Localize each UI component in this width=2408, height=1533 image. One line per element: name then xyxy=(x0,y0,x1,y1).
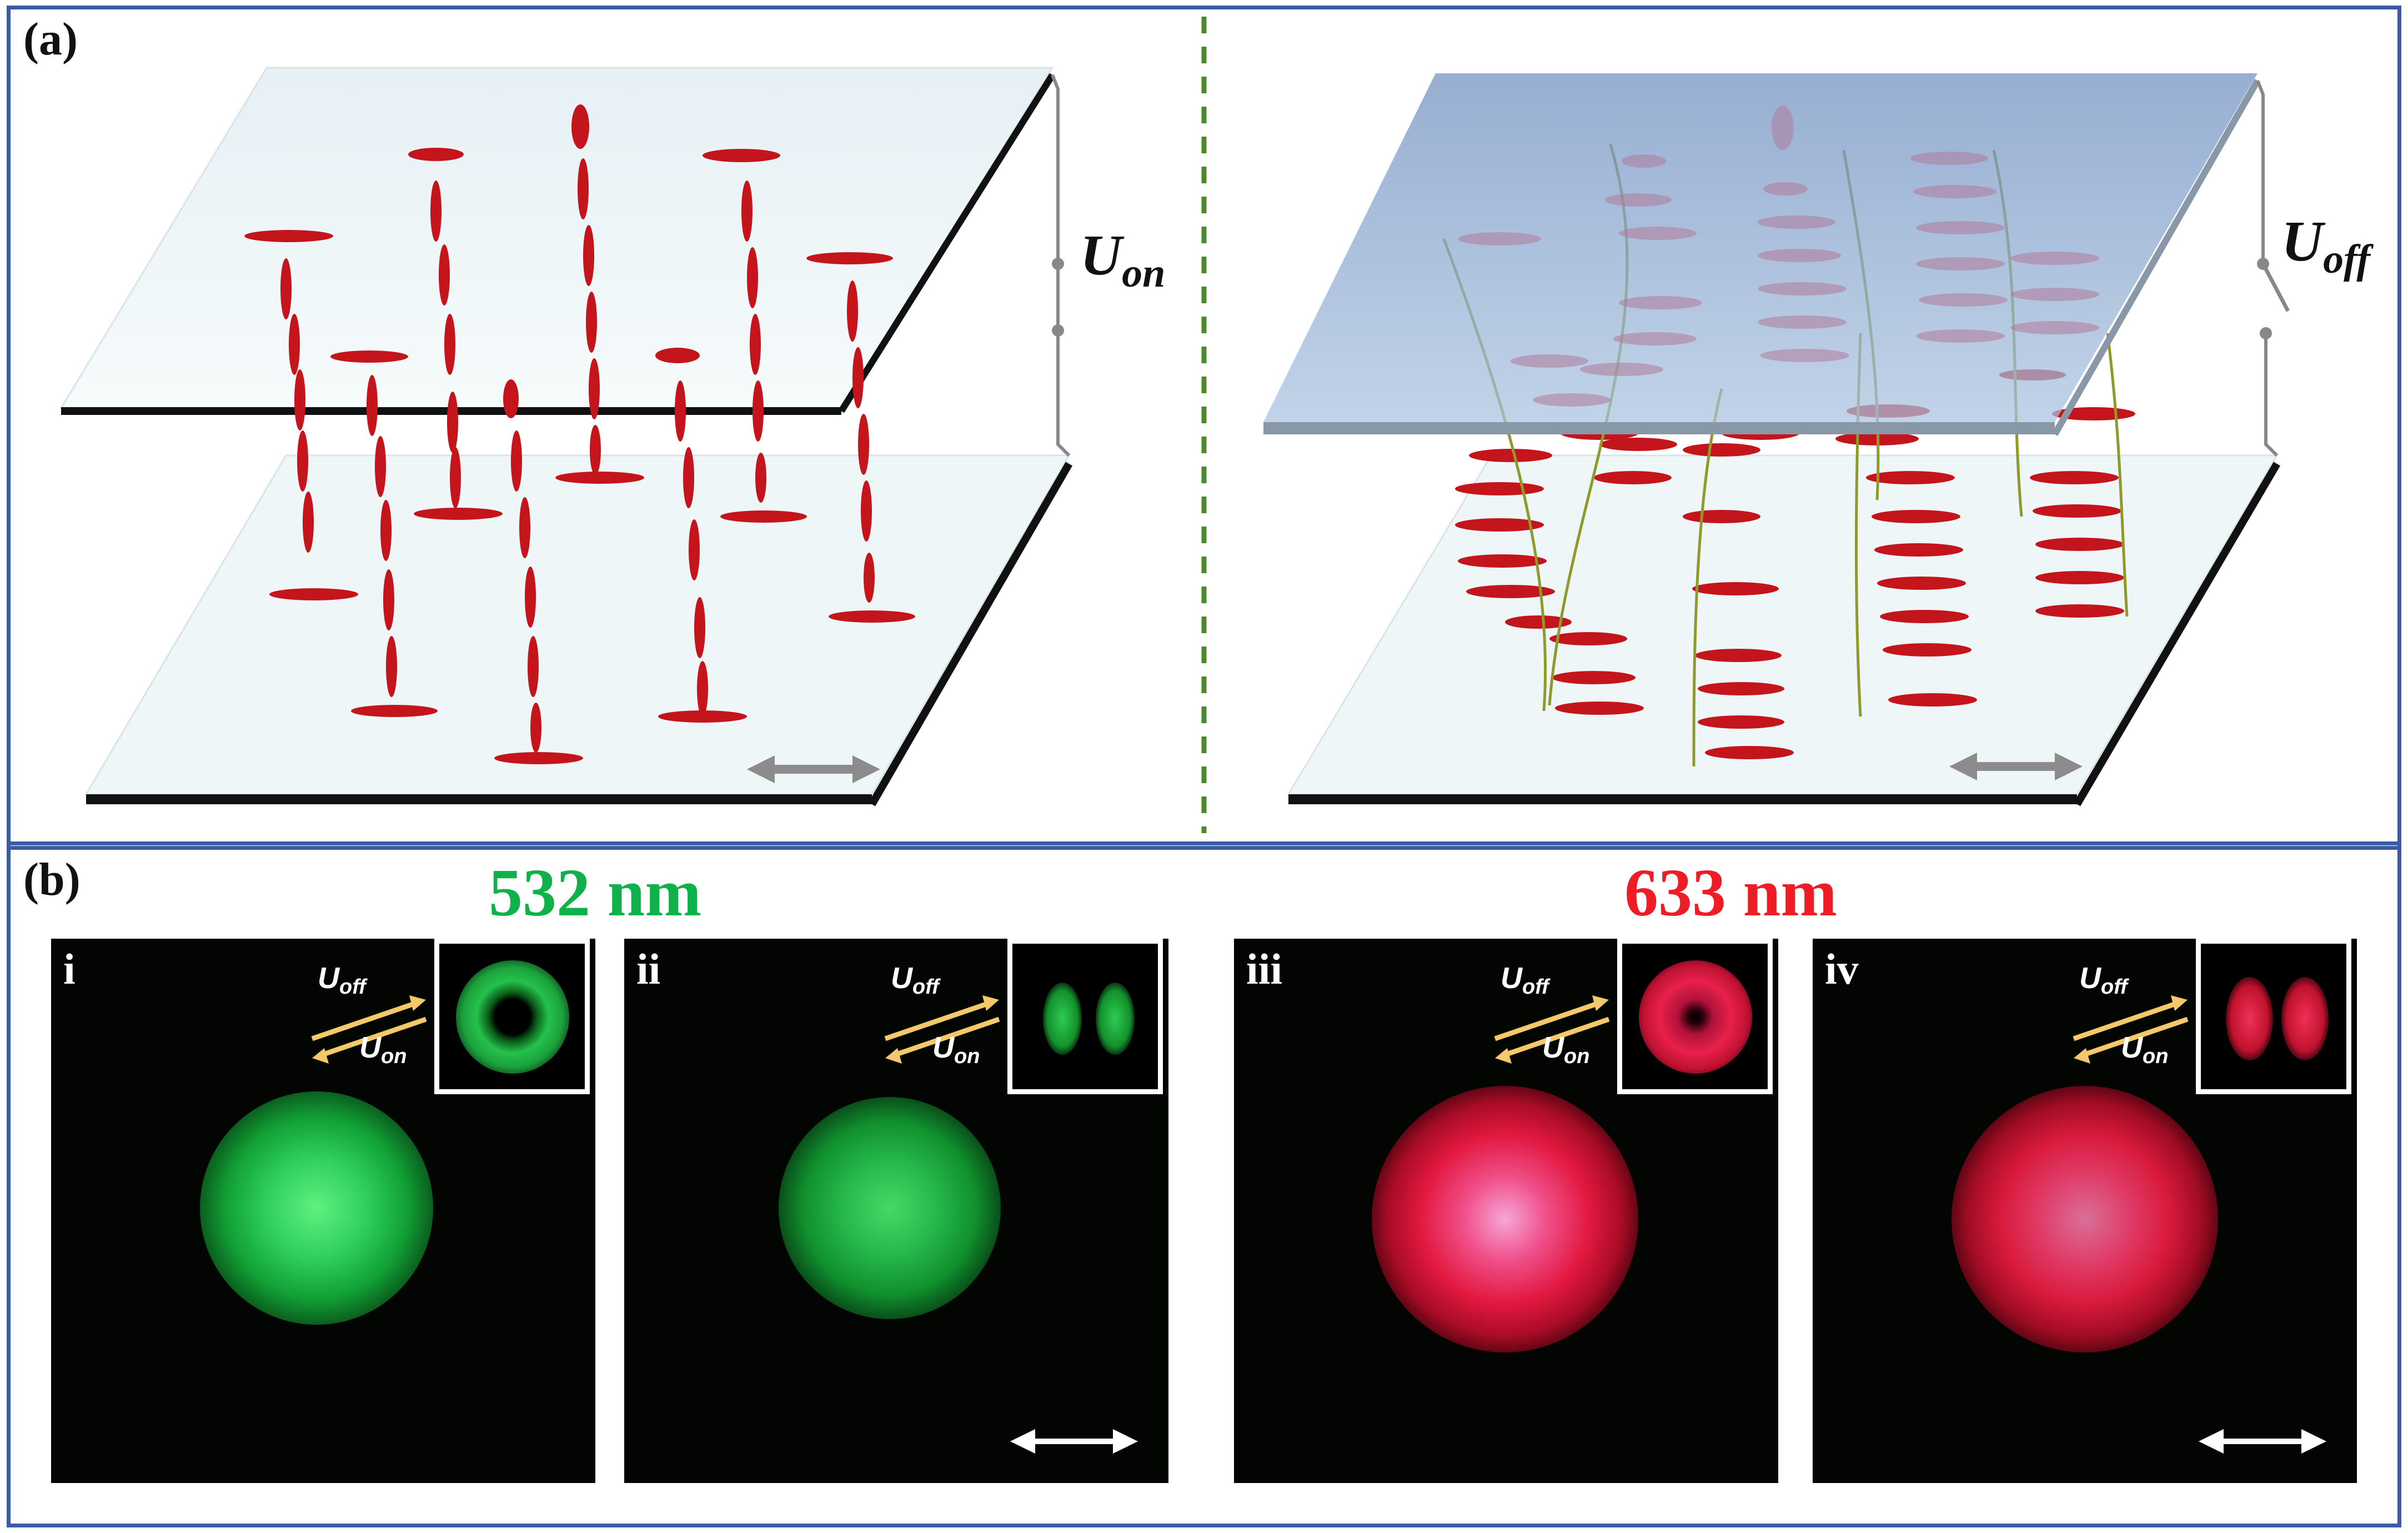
left-bottom-substrate-edge xyxy=(86,794,872,804)
beam-photo-ii: ii Uoff Uon xyxy=(624,939,1168,1483)
u-on-label: Uon xyxy=(932,1031,980,1068)
voltage-on-label: Uon xyxy=(1080,223,1166,296)
panel-b-label: (b) xyxy=(23,854,81,905)
panel-a-frame xyxy=(7,6,2401,850)
u-on-label: Uon xyxy=(2121,1031,2169,1068)
frame-numeral: ii xyxy=(636,945,661,993)
frame-numeral: iv xyxy=(1825,945,1859,993)
u-off-label: Uoff xyxy=(1501,961,1549,999)
polarizer-arrow-icon xyxy=(1010,1429,1138,1454)
wavelength-633-title: 633 nm xyxy=(1624,855,1837,930)
voltage-off-label: Uoff xyxy=(2281,209,2371,282)
right-double-arrow-icon xyxy=(1949,753,2083,780)
green-beam-spot xyxy=(779,1097,1001,1319)
inset-two-lobes xyxy=(1007,939,1163,1094)
right-top-substrate xyxy=(1263,73,2258,422)
inset-donut-ring xyxy=(1617,939,1773,1094)
red-beam-spot xyxy=(1952,1086,2218,1352)
right-lc-molecules xyxy=(1455,369,2135,759)
inset-donut-ring xyxy=(434,939,590,1094)
beam-photo-iii: iii Uoff Uon xyxy=(1234,939,1778,1483)
switch-arrows-icon xyxy=(2073,995,2189,1064)
right-bottom-substrate xyxy=(1287,454,2279,795)
green-beam-spot xyxy=(200,1091,433,1325)
polarizer-arrow-icon xyxy=(2199,1429,2326,1454)
left-lc-molecules xyxy=(244,104,915,764)
panel-a-schematic xyxy=(59,17,2290,833)
switch-arrows-icon xyxy=(1494,995,1610,1064)
switch-arrows-icon xyxy=(884,995,1000,1064)
frame-numeral: iii xyxy=(1246,945,1283,993)
u-on-label: Uon xyxy=(1542,1031,1590,1068)
frame-numeral: i xyxy=(63,945,76,993)
switch-arrows-icon xyxy=(311,995,427,1064)
left-double-arrow-icon xyxy=(747,755,880,783)
u-off-label: Uoff xyxy=(2079,961,2128,999)
panel-a-label: (a) xyxy=(23,13,78,65)
u-on-label: Uon xyxy=(359,1031,407,1068)
inset-two-lobes xyxy=(2196,939,2351,1094)
left-bottom-substrate xyxy=(84,454,1071,795)
left-top-substrate xyxy=(59,67,1054,409)
right-switch-open xyxy=(2261,263,2290,312)
u-off-label: Uoff xyxy=(318,961,366,999)
beam-photo-i: i Uoff Uon xyxy=(51,939,595,1483)
wavelength-532-title: 532 nm xyxy=(489,855,701,930)
u-off-label: Uoff xyxy=(891,961,939,999)
panel-b-frame xyxy=(7,841,2401,1527)
beam-photo-iv: iv Uoff Uon xyxy=(1813,939,2357,1483)
red-beam-spot xyxy=(1372,1086,1638,1352)
